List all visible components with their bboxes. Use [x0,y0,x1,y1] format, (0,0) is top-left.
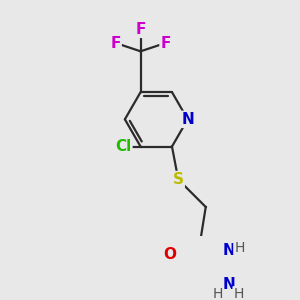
Text: N: N [181,112,194,127]
Text: N: N [223,277,236,292]
Text: F: F [135,22,146,37]
Text: H: H [234,241,245,255]
Text: H: H [212,287,223,300]
Text: N: N [223,243,236,258]
Text: Cl: Cl [115,139,131,154]
Text: H: H [233,287,244,300]
Text: S: S [173,172,184,187]
Text: O: O [163,247,176,262]
Text: F: F [160,36,171,51]
Text: F: F [110,36,121,51]
